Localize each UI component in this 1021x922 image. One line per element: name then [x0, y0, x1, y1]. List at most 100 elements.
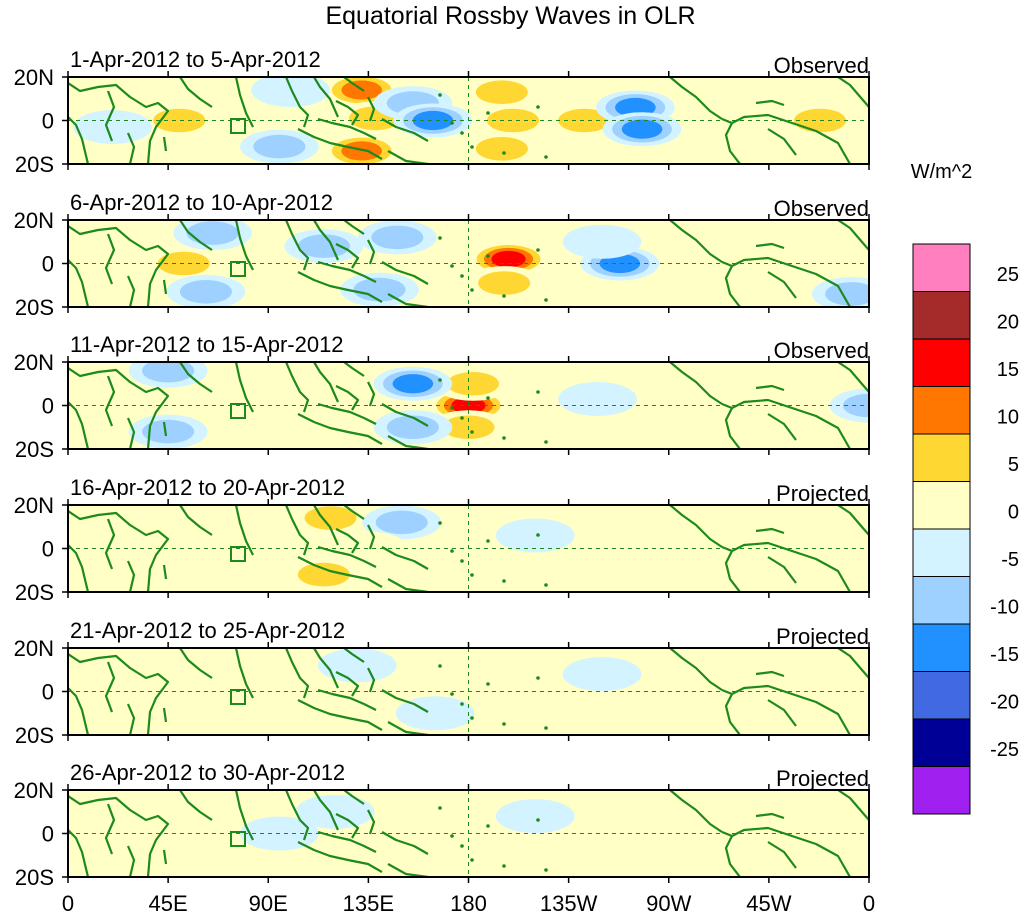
panel-kind-label: Projected — [776, 766, 869, 791]
olr-anomaly-contour — [558, 108, 611, 133]
colorbar-label: -20 — [990, 691, 1019, 713]
map-panel: 20N 0 20S 21-Apr-2012 to 25-Apr-2012 Project… — [14, 618, 870, 748]
x-tick-label: 180 — [450, 891, 487, 916]
olr-anomaly-contour — [142, 419, 195, 444]
olr-anomaly-contour — [475, 80, 528, 105]
olr-anomaly-contour — [371, 225, 424, 250]
olr-anomaly-contour — [475, 136, 528, 161]
y-tick-label: 20S — [15, 723, 54, 748]
x-tick-label: 0 — [62, 891, 74, 916]
colorbar-label: -10 — [990, 596, 1019, 618]
olr-anomaly-contour — [73, 524, 152, 559]
panel-date-range: 6-Apr-2012 to 10-Apr-2012 — [70, 190, 333, 215]
panel-kind-label: Observed — [774, 53, 869, 78]
olr-anomaly-contour — [615, 97, 656, 118]
y-tick-label: 20S — [15, 295, 54, 320]
colorbar-label: 10 — [997, 406, 1019, 428]
colorbar-swatch — [912, 433, 971, 482]
olr-anomaly-contour — [253, 134, 306, 159]
olr-anomaly-contour — [762, 246, 842, 281]
olr-anomaly-contour — [329, 531, 408, 566]
colorbar-swatch — [912, 243, 971, 292]
panel-date-range: 21-Apr-2012 to 25-Apr-2012 — [70, 618, 345, 643]
x-tick-label: 0 — [863, 891, 875, 916]
x-tick-label: 135W — [540, 891, 598, 916]
olr-anomaly-contour — [184, 707, 264, 735]
colorbar-label: 5 — [1008, 454, 1019, 476]
x-tick-label: 90E — [249, 891, 288, 916]
olr-anomaly-contour — [495, 799, 575, 834]
x-tick-label: 135E — [343, 891, 394, 916]
olr-anomaly-contour — [562, 657, 642, 692]
y-tick-label: 20S — [15, 152, 54, 177]
colorbar-units: W/m^2 — [911, 161, 973, 183]
panel-kind-label: Projected — [776, 481, 869, 506]
colorbar-swatch — [912, 576, 971, 625]
y-tick-label: 0 — [42, 822, 54, 847]
x-tick-label: 45E — [149, 891, 188, 916]
colorbar-swatch — [912, 481, 971, 530]
olr-anomaly-contour — [599, 253, 641, 274]
map-panel: 20N 0 20S 6-Apr-2012 to 10-Apr-2012 Observed — [14, 190, 870, 320]
colorbar-label: 25 — [997, 264, 1019, 286]
colorbar-swatch — [912, 338, 971, 387]
panel-kind-label: Observed — [774, 338, 869, 363]
olr-anomaly-contour — [386, 415, 439, 440]
colorbar-label: -15 — [990, 644, 1019, 666]
olr-anomaly-contour — [486, 108, 540, 133]
olr-anomaly-contour — [297, 562, 350, 587]
olr-anomaly-contour — [412, 110, 454, 131]
map-panel: 20N 0 20S 26-Apr-2012 to 30-Apr-2012 Project… — [14, 760, 875, 916]
olr-anomaly-contour — [297, 234, 350, 258]
y-tick-label: 20S — [15, 437, 54, 462]
colorbar: W/m^2 25 20 15 10 5 0 -5 -10 -15 -20 -25 — [911, 161, 1019, 815]
colorbar-swatch — [912, 623, 971, 672]
olr-anomaly-contour — [295, 794, 375, 829]
olr-anomaly-contour — [558, 381, 637, 416]
colorbar-swatch — [912, 671, 971, 720]
olr-anomaly-contour — [186, 221, 239, 245]
colorbar-swatch — [912, 291, 971, 340]
colorbar-swatch — [912, 718, 971, 767]
chart-title: Equatorial Rossby Waves in OLR — [325, 2, 696, 30]
colorbar-swatch — [912, 766, 971, 815]
olr-anomaly-contour — [251, 77, 330, 108]
olr-anomaly-contour — [392, 374, 434, 394]
y-tick-label: 20N — [14, 208, 54, 233]
y-tick-label: 20N — [14, 65, 54, 90]
olr-anomaly-contour — [618, 531, 697, 566]
olr-anomaly-contour — [73, 110, 152, 145]
olr-anomaly-contour — [395, 803, 475, 838]
y-tick-label: 20S — [15, 580, 54, 605]
panel-kind-label: Observed — [774, 196, 869, 221]
olr-anomaly-contour — [825, 282, 869, 306]
y-tick-label: 20N — [14, 350, 54, 375]
olr-anomaly-contour — [495, 518, 575, 553]
colorbar-label: -5 — [1001, 549, 1019, 571]
panel-date-range: 26-Apr-2012 to 30-Apr-2012 — [70, 760, 345, 785]
olr-anomaly-contour — [195, 531, 275, 566]
y-tick-label: 0 — [42, 537, 54, 562]
y-tick-label: 20N — [14, 636, 54, 661]
colorbar-label: 15 — [997, 359, 1019, 381]
x-tick-label: 45W — [746, 891, 791, 916]
y-tick-label: 0 — [42, 680, 54, 705]
panel-kind-label: Projected — [776, 624, 869, 649]
colorbar-label: 0 — [1008, 501, 1019, 523]
panel-date-range: 1-Apr-2012 to 5-Apr-2012 — [70, 47, 321, 72]
olr-anomaly-contour — [491, 250, 526, 268]
colorbar-label: 20 — [997, 311, 1019, 333]
y-tick-label: 20N — [14, 493, 54, 518]
panel-date-range: 16-Apr-2012 to 20-Apr-2012 — [70, 475, 345, 500]
olr-anomaly-contour — [341, 141, 383, 161]
panel-date-range: 11-Apr-2012 to 15-Apr-2012 — [70, 332, 344, 357]
olr-anomaly-contour — [478, 271, 531, 295]
y-tick-label: 20N — [14, 778, 54, 803]
olr-anomaly-contour — [621, 119, 663, 139]
map-panel: 20N 0 20S 1-Apr-2012 to 5-Apr-2012 Observed — [14, 47, 870, 177]
olr-anomaly-contour — [446, 371, 499, 396]
olr-anomaly-contour — [353, 277, 406, 302]
olr-anomaly-contour — [179, 279, 232, 304]
x-tick-label: 90W — [646, 891, 691, 916]
